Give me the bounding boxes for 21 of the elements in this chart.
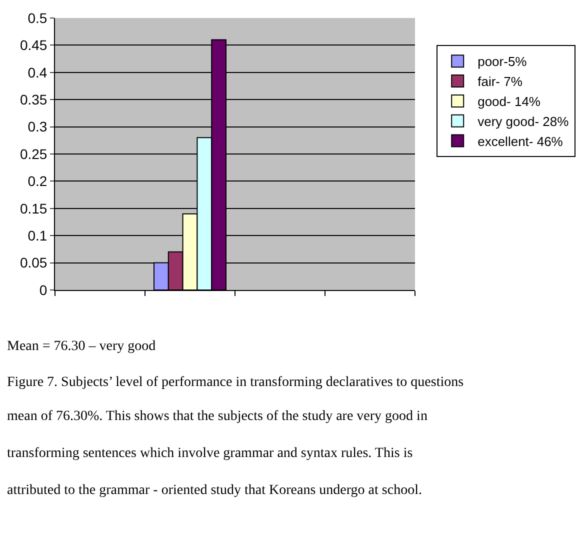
y-tick-label: 0.5 bbox=[28, 10, 48, 26]
y-tick-label: 0.35 bbox=[20, 92, 48, 108]
y-tick-label: 0.2 bbox=[28, 173, 48, 190]
y-tick-label: 0.05 bbox=[20, 254, 48, 271]
y-tick-label: 0.3 bbox=[28, 118, 48, 135]
legend-label: excellent- 46% bbox=[478, 134, 564, 149]
legend-label: poor-5% bbox=[478, 54, 528, 70]
text: attributed to the grammar - oriented study that Koreans undergo at school. bbox=[7, 483, 422, 498]
y-tick-label: 0.4 bbox=[28, 64, 48, 80]
y-tick-label: 0.15 bbox=[20, 200, 48, 216]
text: transforming sentences which involve grammar and syntax rules. This is bbox=[7, 446, 413, 461]
legend-label: very good- 28% bbox=[478, 114, 570, 129]
legend-label: good- 14% bbox=[478, 94, 541, 110]
y-tick-label: 0.25 bbox=[20, 146, 48, 162]
y-tick-label: 0.45 bbox=[20, 37, 48, 54]
text: Mean = 76.30 – very good bbox=[7, 339, 156, 354]
caption: Figure 7. Subjects’ level of performance in transforming declaratives to questions bbox=[7, 375, 464, 390]
text: mean of 76.30%. This shows that the subjects of the study are very good in bbox=[7, 409, 428, 424]
legend-label: fair- 7% bbox=[478, 74, 523, 90]
y-tick-label: 0 bbox=[39, 282, 48, 298]
y-tick-label: 0.1 bbox=[28, 228, 48, 244]
